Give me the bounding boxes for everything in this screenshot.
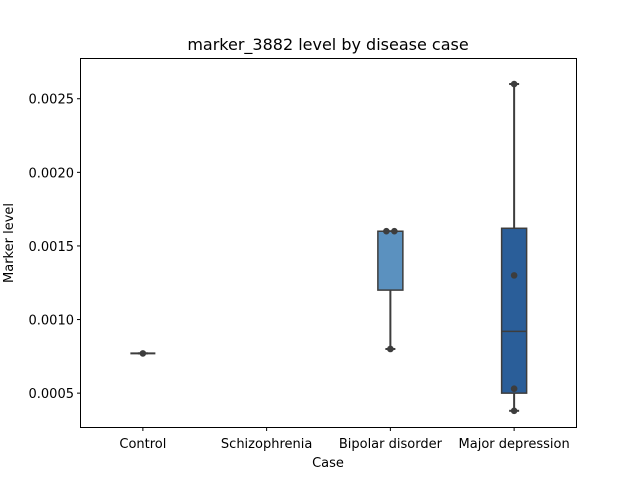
y-tick-label: 0.0010 [29, 314, 75, 329]
x-tick-label: Control [119, 437, 166, 452]
data-point [391, 227, 398, 235]
box-bipolar-disorder [377, 230, 404, 350]
box-body [500, 227, 528, 394]
plot-frame [80, 58, 577, 428]
data-point [510, 80, 518, 88]
box-major-depression [500, 83, 528, 412]
y-tick-label: 0.0015 [29, 240, 75, 255]
data-point [510, 272, 518, 279]
y-axis-title: Marker level [2, 203, 17, 283]
x-tick-label: Bipolar disorder [339, 437, 443, 452]
x-axis-title: Case [312, 456, 344, 471]
data-point [510, 385, 518, 393]
chart-title: marker_3882 level by disease case [187, 35, 468, 55]
x-axis: Control Schizophrenia Bipolar disorder Majo… [119, 427, 570, 452]
y-axis: 0.0005 0.0010 0.0015 0.0020 0.0025 [29, 93, 81, 402]
data-point [510, 407, 518, 415]
y-tick-label: 0.0005 [29, 387, 75, 402]
x-tick-label: Major depression [459, 437, 570, 452]
box-body [377, 230, 404, 291]
y-tick-label: 0.0020 [29, 166, 75, 181]
data-point [383, 227, 390, 235]
data-point [139, 350, 147, 357]
plot-marks [130, 80, 528, 415]
x-tick-label: Schizophrenia [221, 437, 312, 452]
y-tick-label: 0.0025 [29, 93, 75, 108]
data-point [387, 345, 394, 353]
